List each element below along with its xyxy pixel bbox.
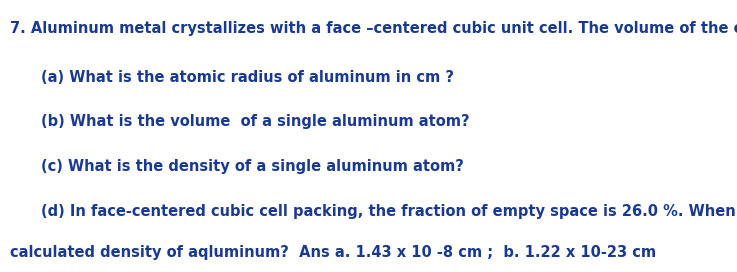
Text: (b) What is the volume  of a single aluminum atom?: (b) What is the volume of a single alumi… xyxy=(41,115,469,129)
Text: (d) In face-centered cubic cell packing, the fraction of empty space is 26.0 %. : (d) In face-centered cubic cell packing,… xyxy=(41,204,737,219)
Text: (a) What is the atomic radius of aluminum in cm ?: (a) What is the atomic radius of aluminu… xyxy=(41,70,453,85)
Text: 7. Aluminum metal crystallizes with a face –centered cubic unit cell. The volume: 7. Aluminum metal crystallizes with a fa… xyxy=(10,21,737,36)
Text: (c) What is the density of a single aluminum atom?: (c) What is the density of a single alum… xyxy=(41,159,464,174)
Text: calculated density of aqluminum?  Ans a. 1.43 x 10 -8 cm ;  b. 1.22 x 10-23 cm: calculated density of aqluminum? Ans a. … xyxy=(10,245,656,260)
